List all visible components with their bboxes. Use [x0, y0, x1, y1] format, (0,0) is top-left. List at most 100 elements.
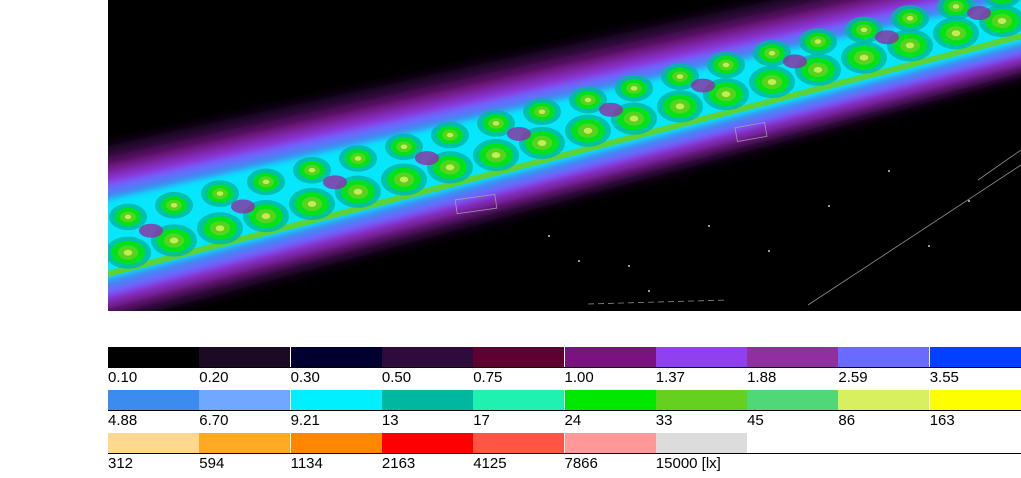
legend-entry: 6.70 — [199, 390, 290, 435]
luminaire-spot — [109, 204, 147, 231]
legend-label: 9.21 — [291, 412, 320, 430]
legend-entry: 13 — [382, 390, 473, 435]
legend-label: 1.37 — [656, 369, 685, 387]
legend-label: 1.00 — [565, 369, 594, 387]
luminaire-spot — [841, 42, 887, 74]
low-light-pocket — [967, 6, 991, 20]
low-light-pocket — [691, 79, 715, 93]
luminaire-spot — [799, 28, 837, 55]
legend-swatch — [291, 433, 382, 453]
luminaire-spot — [523, 98, 561, 125]
luminaire-spot — [657, 90, 703, 122]
low-light-pocket — [231, 200, 255, 214]
luminaire-spot — [565, 115, 611, 147]
site-mark — [928, 245, 930, 247]
luminaire-spot — [891, 5, 929, 32]
legend-label: 0.50 — [382, 369, 411, 387]
legend-label: 0.20 — [199, 369, 228, 387]
legend-label: 0.10 — [108, 369, 137, 387]
legend-label: 2163 — [382, 455, 415, 473]
luminaire-spot — [339, 145, 377, 172]
legend-label: 312 — [108, 455, 133, 473]
legend-entry: 0.75 — [473, 347, 564, 392]
legend-entry: 163 — [930, 390, 1021, 435]
legend-label: 594 — [199, 455, 224, 473]
legend-label: 163 — [930, 412, 955, 430]
legend-entry: 4.88 — [108, 390, 199, 435]
legend-swatch — [108, 390, 199, 410]
legend-label: 0.30 — [291, 369, 320, 387]
legend-entry: 0.30 — [291, 347, 382, 392]
low-light-pocket — [323, 175, 347, 189]
legend-swatch — [930, 347, 1021, 367]
low-light-pocket — [875, 30, 899, 44]
site-mark — [768, 250, 770, 252]
luminaire-spot — [197, 212, 243, 244]
legend-entry: 594 — [199, 433, 290, 478]
legend-label: 17 — [473, 412, 490, 430]
site-mark — [648, 290, 650, 292]
site-mark — [548, 235, 550, 237]
legend-label: 45 — [747, 412, 764, 430]
luminaire-spot — [289, 188, 335, 220]
legend-entry: 0.20 — [199, 347, 290, 392]
legend-swatch — [199, 347, 290, 367]
legend-label: 33 — [656, 412, 673, 430]
legend-entry: 7866 — [565, 433, 656, 478]
legend-entry: 2163 — [382, 433, 473, 478]
legend-entry: 2.59 — [838, 347, 929, 392]
legend-label: 6.70 — [199, 412, 228, 430]
site-mark — [578, 260, 580, 262]
legend-label: 4125 — [473, 455, 506, 473]
low-light-pocket — [507, 127, 531, 141]
legend-entry: 4125 — [473, 433, 564, 478]
legend-swatch — [473, 390, 564, 410]
luminaire-spot — [155, 192, 193, 219]
legend-entry: 86 — [838, 390, 929, 435]
legend-swatch — [747, 390, 838, 410]
legend-entry: 312 — [108, 433, 199, 478]
legend-label: 2.59 — [838, 369, 867, 387]
legend-swatch — [108, 433, 199, 453]
legend-swatch — [199, 390, 290, 410]
legend-entry: 3.55 — [930, 347, 1021, 392]
legend-label: 7866 — [565, 455, 598, 473]
legend-swatch — [382, 433, 473, 453]
legend-swatch — [565, 433, 656, 453]
site-mark — [708, 225, 710, 227]
legend-swatch — [199, 433, 290, 453]
legend-swatch — [656, 433, 747, 453]
legend-label: 1134 — [291, 455, 323, 473]
site-mark — [968, 200, 970, 202]
legend-swatch — [473, 433, 564, 453]
legend-label: 86 — [838, 412, 855, 430]
legend-entry: 1.37 — [656, 347, 747, 392]
low-light-pocket — [415, 151, 439, 165]
legend-label: 4.88 — [108, 412, 137, 430]
luminaire-spot — [707, 52, 745, 79]
legend-entry: 24 — [565, 390, 656, 435]
legend-entry: 17 — [473, 390, 564, 435]
legend-entry: 1134 — [291, 433, 382, 478]
legend-swatch — [656, 390, 747, 410]
legend-label: 3.55 — [930, 369, 959, 387]
low-light-pocket — [599, 103, 623, 117]
legend-entry: 0.50 — [382, 347, 473, 392]
luminaire-spot — [933, 17, 979, 49]
legend-swatch — [838, 390, 929, 410]
site-mark — [628, 265, 630, 267]
luminaire-spot — [381, 163, 427, 195]
legend-entry: 1.00 — [565, 347, 656, 392]
legend-entry: 9.21 — [291, 390, 382, 435]
luminaire-spot — [615, 75, 653, 102]
luminaire-spot — [431, 122, 469, 149]
legend-entry: 33 — [656, 390, 747, 435]
luminaire-spot — [749, 66, 795, 98]
legend-entry: 15000 [lx] — [656, 433, 747, 478]
legend-entry: 0.10 — [108, 347, 199, 392]
low-light-pocket — [783, 54, 807, 68]
legend-label: 24 — [565, 412, 582, 430]
site-mark — [828, 205, 830, 207]
legend-swatch — [656, 347, 747, 367]
